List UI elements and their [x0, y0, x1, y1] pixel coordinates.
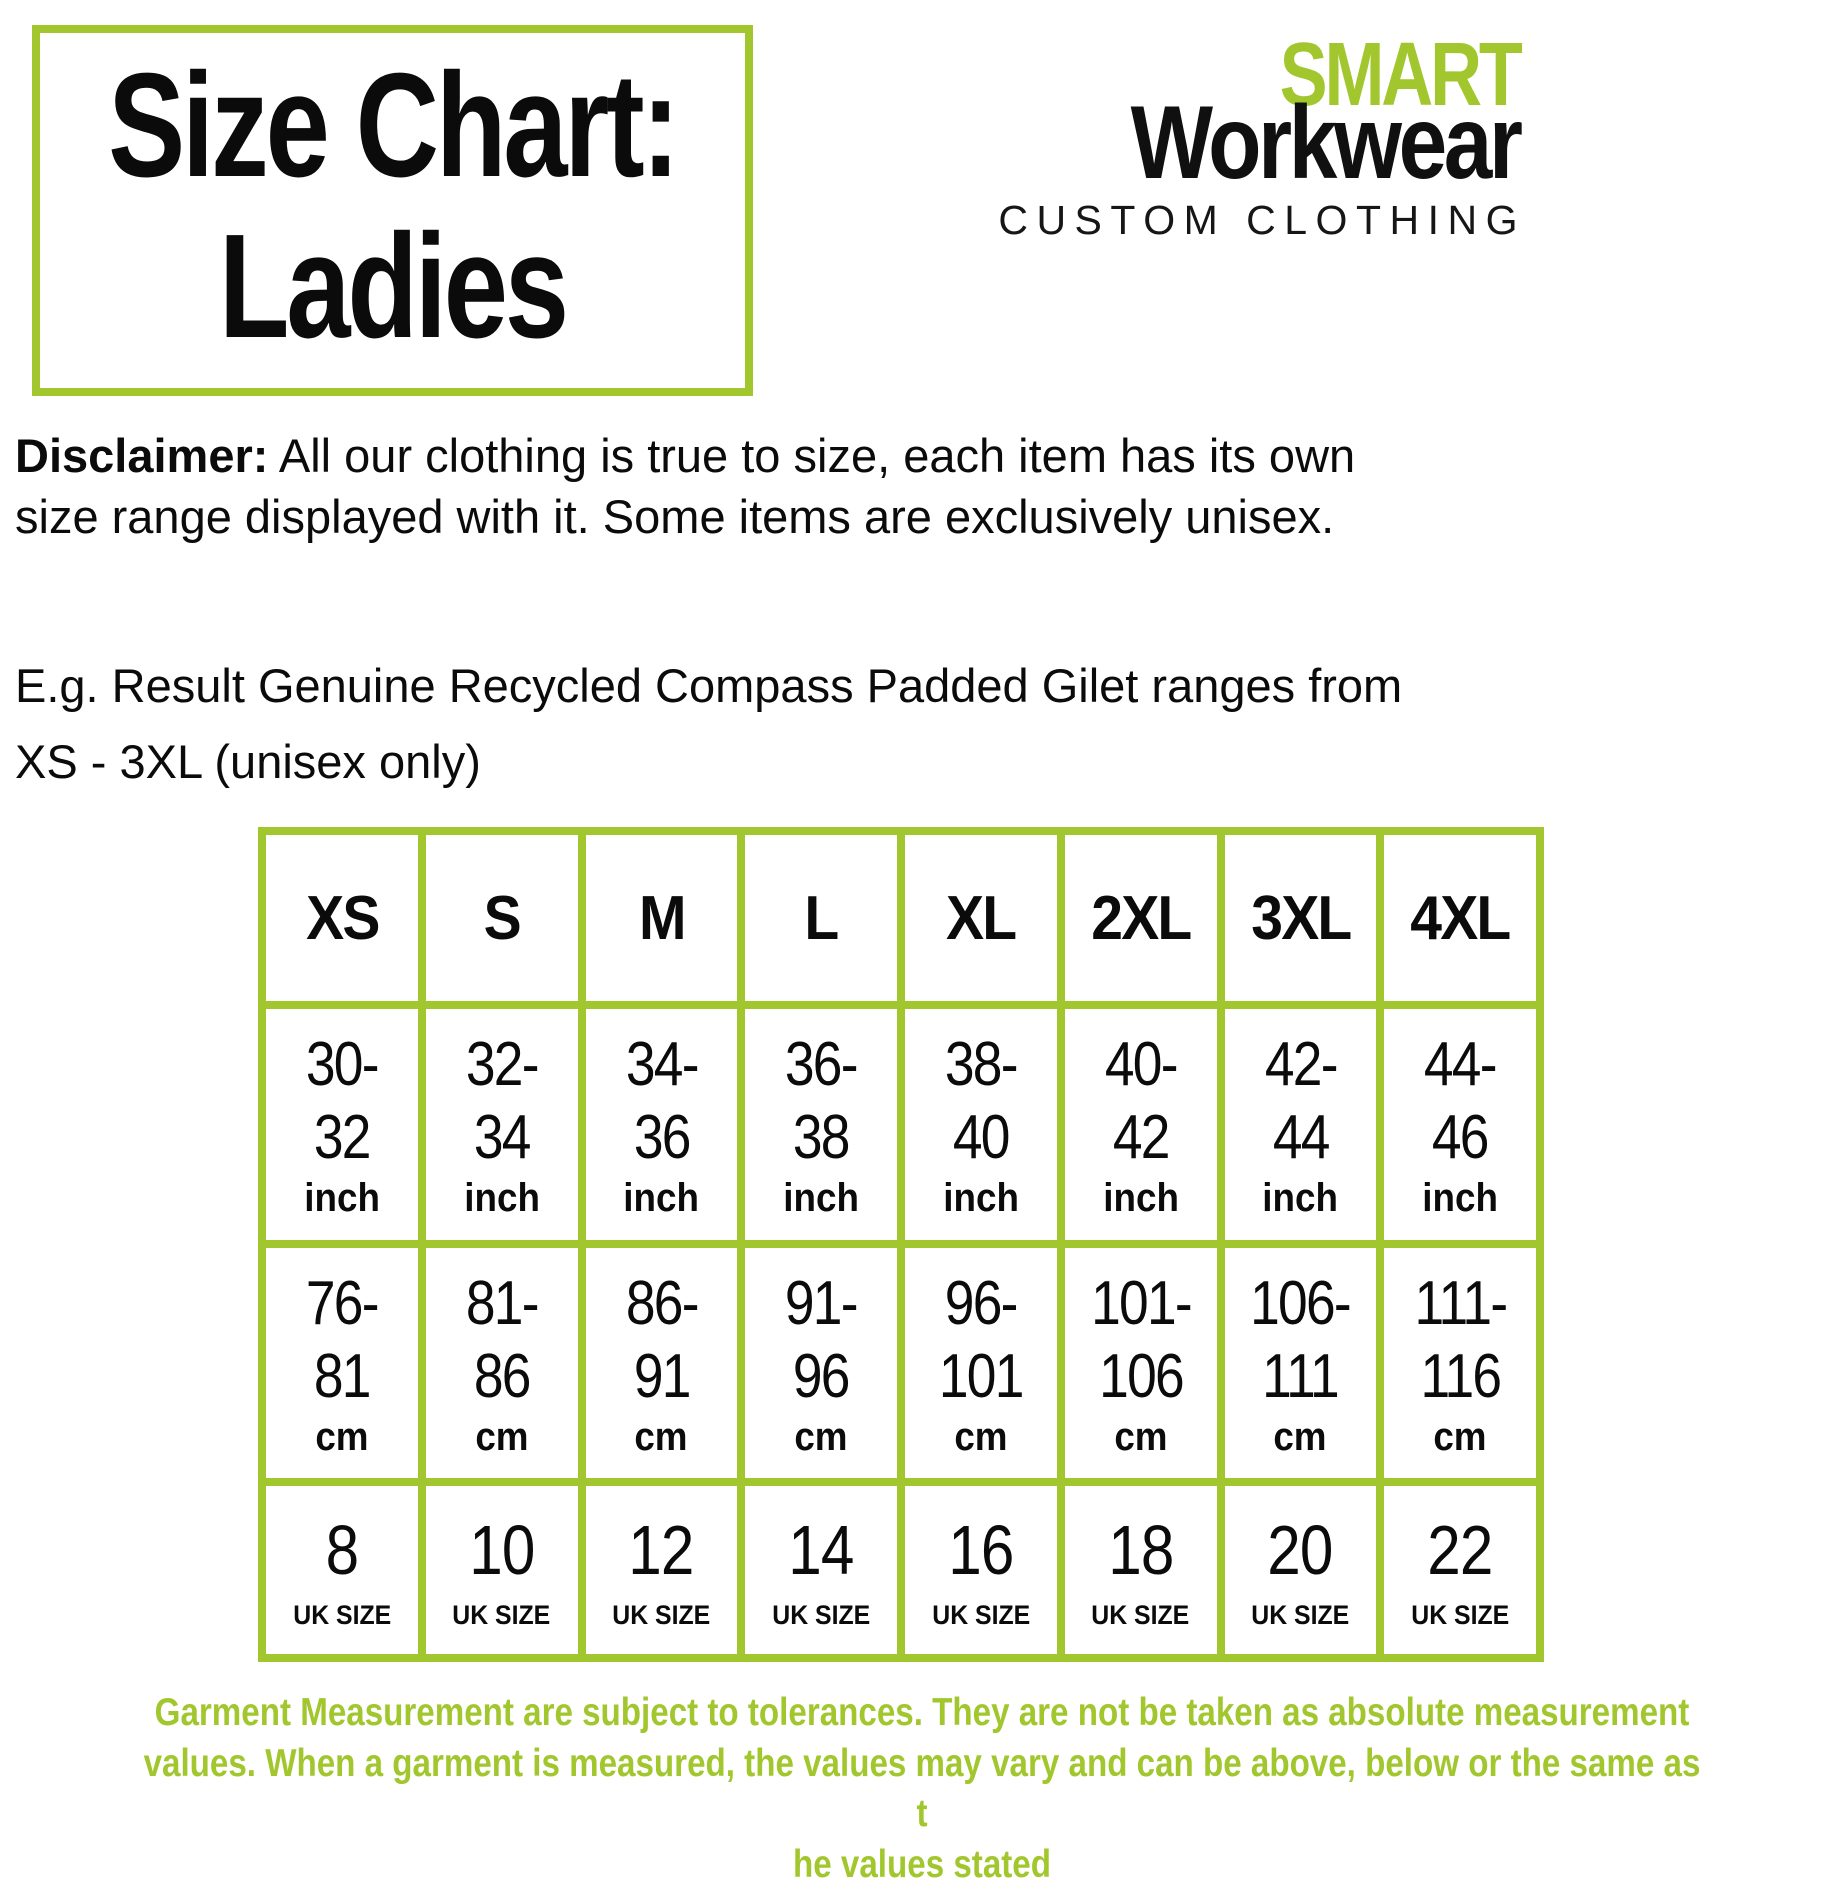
- size-cell-cm-xs: 76- 81 cm: [266, 1247, 418, 1478]
- logo-custom-clothing-text: CUSTOM CLOTHING: [998, 196, 1526, 243]
- size-header-2xl: 2XL: [1064, 835, 1217, 1001]
- size-cell-inch-s: 32- 34 inch: [425, 1009, 578, 1240]
- size-header-xl: XL: [905, 835, 1057, 1001]
- brand-logo: SMART Workwear CUSTOM CLOTHING: [998, 25, 1523, 241]
- page-title-line-2: Ladies: [218, 204, 569, 369]
- size-cell-uk-2xl: 18 UK SIZE: [1064, 1486, 1217, 1654]
- size-cell-uk-3xl: 20 UK SIZE: [1224, 1486, 1377, 1654]
- size-cell-cm-s: 81- 86 cm: [425, 1247, 578, 1478]
- tolerance-footer-note: Garment Measurement are subject to toler…: [143, 1691, 1701, 1887]
- size-cell-cm-4xl: 111- 116 cm: [1384, 1247, 1536, 1478]
- disclaimer-paragraph: Disclaimer: All our clothing is true to …: [15, 425, 1825, 547]
- size-header-m: M: [585, 835, 738, 1001]
- size-cell-uk-xs: 8 UK SIZE: [266, 1486, 418, 1654]
- size-chart-title-box: Size Chart: Ladies: [32, 25, 753, 396]
- page-title-line-1: Size Chart:: [108, 43, 680, 208]
- size-cell-uk-m: 12 UK SIZE: [585, 1486, 738, 1654]
- size-cell-uk-l: 14 UK SIZE: [745, 1486, 897, 1654]
- disclaimer-line-1: All our clothing is true to size, each i…: [268, 429, 1356, 482]
- example-paragraph: E.g. Result Genuine Recycled Compass Pad…: [15, 648, 1825, 800]
- size-cell-inch-xs: 30- 32 inch: [266, 1009, 418, 1240]
- logo-smart-text: SMART: [1280, 25, 1523, 125]
- size-cell-inch-xl: 38- 40 inch: [905, 1009, 1057, 1240]
- size-header-l: L: [745, 835, 897, 1001]
- disclaimer-line-2: size range displayed with it. Some items…: [15, 490, 1335, 544]
- size-cell-inch-3xl: 42- 44 inch: [1224, 1009, 1377, 1240]
- size-cell-inch-4xl: 44- 46 inch: [1384, 1009, 1536, 1240]
- size-cell-inch-m: 34- 36 inch: [585, 1009, 738, 1240]
- example-line-2: XS - 3XL (unisex only): [15, 735, 481, 789]
- size-table: XS S M L XL 2XL 3XL 4XL 30- 32 inch 32- 3…: [258, 827, 1544, 1662]
- size-header-xs: XS: [266, 835, 418, 1001]
- size-cell-cm-l: 91- 96 cm: [745, 1247, 897, 1478]
- size-header-3xl: 3XL: [1224, 835, 1377, 1001]
- size-cell-uk-4xl: 22 UK SIZE: [1384, 1486, 1536, 1654]
- size-cell-cm-2xl: 101- 106 cm: [1064, 1247, 1217, 1478]
- size-header-4xl: 4XL: [1384, 835, 1536, 1001]
- size-cell-inch-2xl: 40- 42 inch: [1064, 1009, 1217, 1240]
- size-header-s: S: [425, 835, 578, 1001]
- size-cell-cm-xl: 96- 101 cm: [905, 1247, 1057, 1478]
- example-line-1: E.g. Result Genuine Recycled Compass Pad…: [15, 659, 1403, 712]
- size-cell-cm-3xl: 106- 111 cm: [1224, 1247, 1377, 1478]
- size-cell-uk-xl: 16 UK SIZE: [905, 1486, 1057, 1654]
- size-cell-uk-s: 10 UK SIZE: [425, 1486, 578, 1654]
- size-cell-cm-m: 86- 91 cm: [585, 1247, 738, 1478]
- disclaimer-label: Disclaimer:: [15, 429, 269, 482]
- size-cell-inch-l: 36- 38 inch: [745, 1009, 897, 1240]
- logo-workwear-text: Workwear: [1130, 85, 1523, 201]
